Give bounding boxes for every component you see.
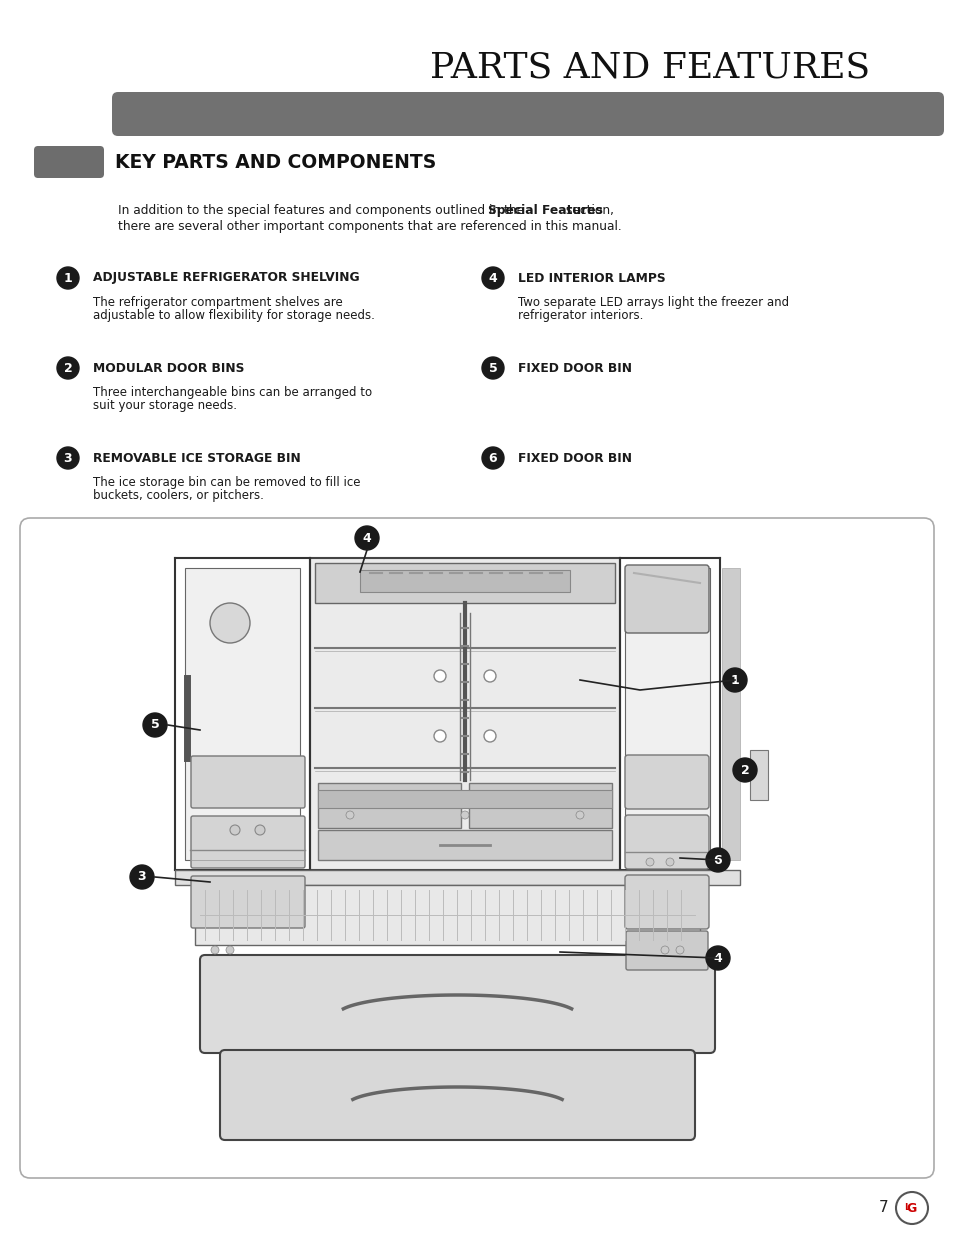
Circle shape [460,811,469,819]
Text: ADJUSTABLE REFRIGERATOR SHELVING: ADJUSTABLE REFRIGERATOR SHELVING [92,271,359,285]
FancyBboxPatch shape [624,755,708,809]
FancyBboxPatch shape [191,756,305,808]
Text: 1: 1 [64,271,72,285]
Circle shape [481,267,503,289]
Circle shape [57,357,79,379]
Text: The ice storage bin can be removed to fill ice: The ice storage bin can be removed to fi… [92,476,360,489]
FancyBboxPatch shape [624,565,708,633]
Circle shape [895,1192,927,1223]
Bar [359,570,569,593]
Bar [721,568,740,860]
FancyBboxPatch shape [20,518,933,1178]
Text: Special Features: Special Features [488,204,602,216]
Text: G: G [906,1201,916,1215]
Text: Two separate LED arrays light the freezer and: Two separate LED arrays light the freeze… [517,296,788,309]
Text: PARTS AND FEATURES: PARTS AND FEATURES [430,51,869,85]
Text: there are several other important components that are referenced in this manual.: there are several other important compon… [118,220,621,233]
Circle shape [665,858,673,866]
Circle shape [722,668,746,691]
Text: FIXED DOOR BIN: FIXED DOOR BIN [517,452,631,465]
Bar [314,563,615,602]
Bar [174,870,740,884]
Text: suit your storage needs.: suit your storage needs. [92,400,236,412]
Circle shape [434,730,446,742]
Text: 7: 7 [878,1200,887,1216]
Circle shape [346,811,354,819]
Text: KEY PARTS AND COMPONENTS: KEY PARTS AND COMPONENTS [115,152,436,172]
Bar [317,783,460,828]
Text: 2: 2 [64,361,72,375]
Circle shape [57,267,79,289]
Text: section,: section, [561,204,614,216]
Bar [469,783,612,828]
Circle shape [705,946,729,970]
Text: Three interchangeable bins can be arranged to: Three interchangeable bins can be arrang… [92,386,372,400]
FancyBboxPatch shape [625,931,707,970]
Circle shape [676,946,683,954]
Circle shape [143,713,167,737]
Circle shape [211,946,219,954]
FancyBboxPatch shape [191,816,305,868]
FancyBboxPatch shape [200,955,714,1053]
Text: refrigerator interiors.: refrigerator interiors. [517,309,642,322]
Text: 4: 4 [488,271,497,285]
Circle shape [57,447,79,469]
FancyBboxPatch shape [112,92,943,136]
Text: 2: 2 [740,763,749,777]
Circle shape [576,811,583,819]
FancyBboxPatch shape [191,876,305,928]
Circle shape [210,602,250,643]
FancyBboxPatch shape [34,146,104,178]
Circle shape [645,858,654,866]
Circle shape [355,526,378,550]
Text: 5: 5 [151,719,159,731]
Bar [317,830,612,860]
Text: 3: 3 [137,871,146,883]
Text: 4: 4 [713,951,721,965]
Bar [185,568,299,860]
Circle shape [705,849,729,872]
Text: adjustable to allow flexibility for storage needs.: adjustable to allow flexibility for stor… [92,309,375,322]
FancyBboxPatch shape [220,1050,695,1141]
Text: The refrigerator compartment shelves are: The refrigerator compartment shelves are [92,296,342,309]
Text: 1: 1 [730,673,739,687]
Bar [749,750,767,800]
Circle shape [483,730,496,742]
FancyBboxPatch shape [624,815,708,870]
Text: L: L [903,1204,909,1212]
Bar [317,790,612,808]
Circle shape [434,670,446,682]
Text: 4: 4 [362,532,371,544]
Text: buckets, coolers, or pitchers.: buckets, coolers, or pitchers. [92,489,264,502]
Circle shape [481,357,503,379]
Text: MODULAR DOOR BINS: MODULAR DOOR BINS [92,361,244,375]
Circle shape [130,865,153,889]
Bar [194,884,700,945]
Circle shape [230,825,240,835]
Text: REMOVABLE ICE STORAGE BIN: REMOVABLE ICE STORAGE BIN [92,452,300,465]
FancyBboxPatch shape [624,875,708,929]
Bar [310,558,619,870]
Text: FIXED DOOR BIN: FIXED DOOR BIN [517,361,631,375]
Circle shape [660,946,668,954]
Circle shape [483,670,496,682]
Circle shape [481,447,503,469]
Circle shape [254,825,265,835]
Text: In addition to the special features and components outlined in the: In addition to the special features and … [118,204,527,216]
Text: LED INTERIOR LAMPS: LED INTERIOR LAMPS [517,271,665,285]
Text: 6: 6 [488,452,497,465]
Circle shape [226,946,233,954]
Text: 6: 6 [713,854,721,866]
Bar [624,568,709,860]
Circle shape [732,758,757,782]
Text: 3: 3 [64,452,72,465]
Text: 5: 5 [488,361,497,375]
